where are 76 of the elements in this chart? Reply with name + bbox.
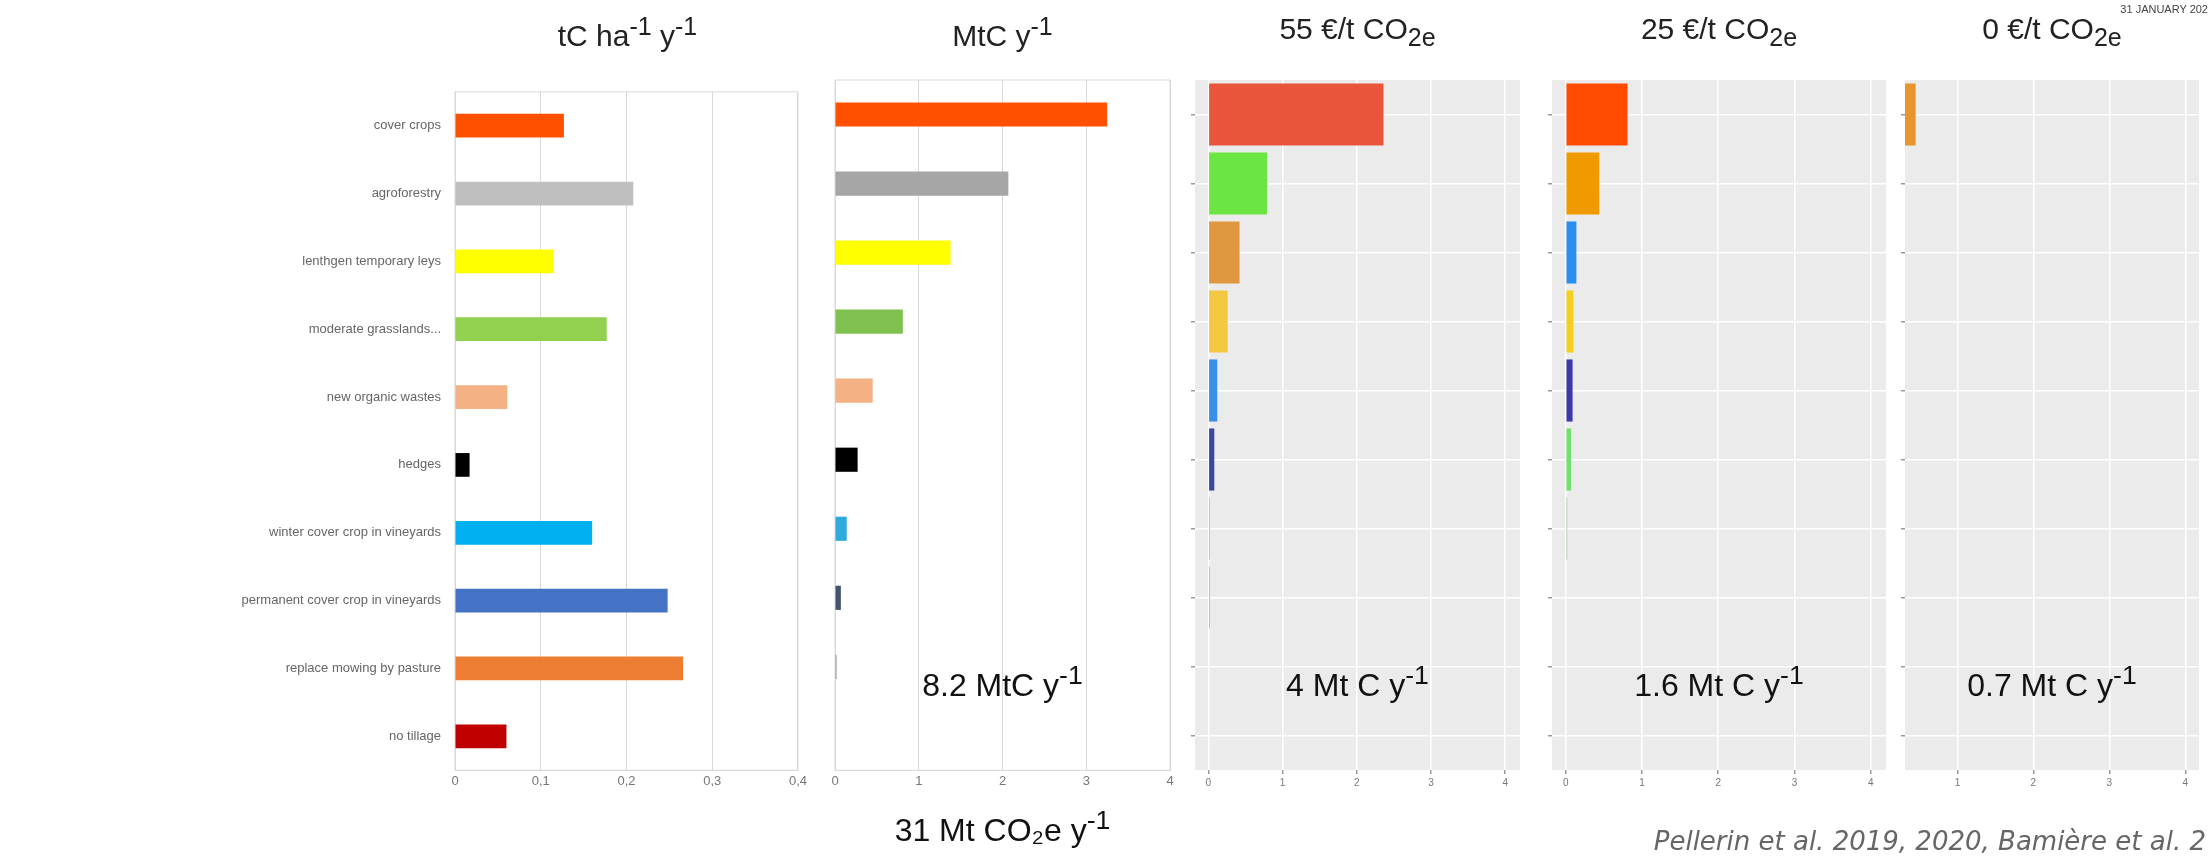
chart-title: 25 €/t CO$_{2e}$ <box>1639 12 1799 52</box>
y-tick-label: permanent cover crop in vineyards <box>241 592 442 608</box>
bar <box>1566 221 1577 284</box>
bar <box>835 516 847 541</box>
x-tick-label: 0,4 <box>788 772 807 788</box>
bar <box>455 249 554 274</box>
x-tick-label: 4 <box>1502 776 1509 788</box>
bar <box>835 171 1009 196</box>
bar <box>1209 428 1215 491</box>
bar <box>455 113 564 138</box>
bar <box>835 102 1108 127</box>
bar <box>1566 290 1574 353</box>
x-tick-label: 0,1 <box>531 772 550 788</box>
x-tick-label: 0,2 <box>617 772 636 788</box>
bar <box>455 588 668 613</box>
x-tick-label: 1 <box>915 772 923 788</box>
x-tick-label: 2 <box>998 772 1007 788</box>
bar <box>835 309 903 334</box>
bar <box>835 378 873 403</box>
x-tick-label: 4 <box>1166 772 1174 788</box>
x-tick-label: 3 <box>1428 776 1435 788</box>
text: 31 JANUARY 202 <box>2120 3 2208 15</box>
x-tick-label: 4 <box>2182 776 2189 788</box>
annotation: 0.7 Mt C y$^{-1}$ <box>1966 660 2138 704</box>
bar <box>1209 152 1267 215</box>
bar <box>835 447 858 472</box>
x-tick-label: 2 <box>1353 776 1360 788</box>
annotation: 1.6 Mt C y$^{-1}$ <box>1633 660 1805 704</box>
bar <box>1209 83 1384 146</box>
y-tick-label: new organic wastes <box>326 388 442 404</box>
x-tick-label: 1 <box>1639 776 1646 788</box>
y-tick-label: replace mowing by pasture <box>285 660 441 676</box>
x-tick-label: 0 <box>451 772 459 788</box>
bar <box>455 453 470 477</box>
bar <box>835 240 951 265</box>
y-tick-label: lenthgen temporary leys <box>302 252 442 268</box>
bar <box>1209 221 1240 284</box>
y-tick-label: moderate grasslands... <box>308 320 441 336</box>
x-tick-label: 1 <box>1954 776 1961 788</box>
bar <box>1209 359 1218 422</box>
bar <box>455 724 507 749</box>
x-axis-title: 31 Mt CO₂e y$^{-1}$ <box>893 805 1112 849</box>
bar <box>835 585 841 610</box>
x-tick-label: 3 <box>1791 776 1798 788</box>
x-tick-label: 0,3 <box>703 772 722 788</box>
x-tick-label: 3 <box>2106 776 2113 788</box>
x-tick-label: 1 <box>1279 776 1286 788</box>
bar <box>455 656 684 681</box>
bar <box>455 385 508 409</box>
annotation: 4 Mt C y$^{-1}$ <box>1285 660 1430 704</box>
chart-title: MtC y$^{-1}$ <box>951 12 1054 53</box>
bar <box>1566 359 1573 422</box>
x-tick-label: 3 <box>1082 772 1090 788</box>
annotation: 8.2 MtC y$^{-1}$ <box>921 660 1084 704</box>
bar <box>455 317 607 342</box>
bar <box>455 181 634 206</box>
chart-title: 55 €/t CO$_{2e}$ <box>1278 12 1437 52</box>
x-tick-label: 2 <box>2030 776 2037 788</box>
x-tick-label: 0 <box>1205 776 1212 788</box>
bar <box>1566 152 1600 215</box>
x-tick-label: 4 <box>1867 776 1874 788</box>
bar <box>455 520 593 545</box>
y-tick-label: no tillage <box>388 727 441 743</box>
text: Pellerin et al. 2019, 2020, Bamière et al. 2 <box>1653 826 2206 856</box>
y-tick-label: hedges <box>398 456 442 472</box>
chart-title: 0 €/t CO$_{2e}$ <box>1982 12 2122 51</box>
bar <box>1209 290 1228 353</box>
bar <box>1566 83 1628 146</box>
y-tick-label: winter cover crop in vineyards <box>268 524 442 540</box>
y-tick-label: agroforestry <box>371 185 442 201</box>
x-tick-label: 0 <box>831 772 839 788</box>
bar <box>1566 428 1572 491</box>
x-tick-label: 0 <box>1562 776 1569 788</box>
x-tick-label: 2 <box>1715 776 1722 788</box>
y-tick-label: cover crops <box>373 117 442 133</box>
chart-title: tC ha$^{-1}$ y$^{-1}$ <box>556 12 699 53</box>
